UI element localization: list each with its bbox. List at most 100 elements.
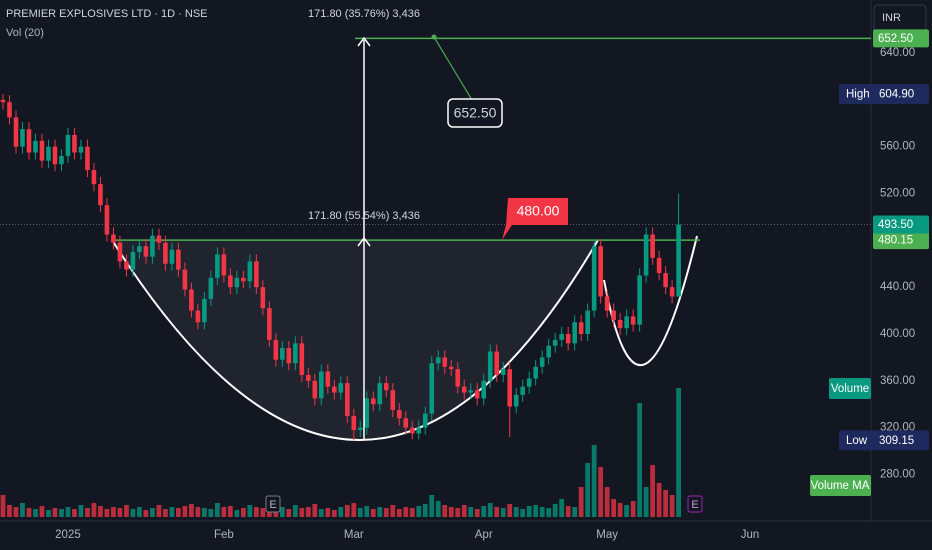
x-tick-label: Apr [475,529,493,541]
candle-body [345,383,350,416]
volume-bar [559,499,565,517]
candle-body [572,322,577,344]
candle-body [338,383,344,393]
candle-body [111,234,116,243]
candle-body [156,235,162,243]
candle-body [383,383,389,391]
candle-body [455,369,461,387]
volume-bar [448,507,454,517]
candle-body [98,184,103,206]
candle-body [468,390,474,393]
volume-bar [656,483,662,517]
candle-body [247,261,253,282]
volume-bar [124,505,129,517]
volume-bar [163,509,168,517]
y-tick-label: 440.00 [880,281,915,293]
candle-body [357,427,363,430]
volume-bar [383,508,389,517]
currency-label[interactable]: INR [882,12,901,24]
volume-bar [624,505,630,517]
candle-body [351,415,357,430]
candle-body [676,224,681,297]
arrow-head [357,36,371,47]
measure-label: 171.80 (35.76%) 3,436 [308,8,420,20]
level-label: 652.50 [878,33,913,45]
volume-bar [390,505,396,517]
candle-body [624,316,629,329]
volume-bar [422,504,428,517]
arrow-head [357,236,371,247]
volume-bar [578,487,584,517]
volume-legend-badge [829,378,871,399]
volume-bar [357,508,363,517]
x-tick-label: Feb [214,529,234,541]
candle-body [585,310,590,334]
volume-bar [117,508,123,517]
volume-bar [234,510,240,517]
volume-bar [520,509,526,517]
volume-bar [143,510,149,517]
volume-bar [416,506,422,517]
volume-bar [0,495,6,517]
volume-bar [344,505,350,517]
volume-bar [227,506,233,517]
candle-body [228,275,233,288]
volume-bar [26,508,32,517]
candle-body [370,398,376,405]
level-label-badge [873,231,929,250]
volume-bar [188,504,194,517]
volume-bar [39,506,45,517]
volume-bar [279,507,285,517]
volume-bar [617,503,623,517]
candle-body [293,343,298,364]
candle-body [182,269,188,290]
candle-body [46,146,51,161]
candle-body [494,351,500,375]
y-tick-label: 280.00 [880,468,915,480]
candle-body [409,427,415,434]
candle-body [559,333,564,340]
volume-bar [494,507,500,517]
candle-body [403,418,409,428]
volume-legend: Volume [831,383,869,395]
candle-body [267,308,272,340]
volume-bar [572,507,578,517]
candle-body [299,343,305,375]
volume-bar [240,508,246,517]
volume-ma-legend: Volume MA [811,480,870,492]
candle-body [124,261,129,270]
candle-body [481,380,487,399]
candle-body [565,333,571,344]
volume-bar [481,506,487,517]
volume-bar [338,507,344,517]
volume-bar [585,463,591,517]
volume-bar [305,507,311,517]
candle-body [254,261,259,288]
volume-bar [526,506,532,517]
candle-body [0,99,6,103]
measure-label: 171.80 (55.54%) 3,436 [308,210,420,222]
candle-body [85,146,90,171]
candle-body [221,254,227,276]
candle-body [7,102,12,118]
volume-bar [130,509,136,517]
candle-body [325,371,331,387]
candle-body [189,289,194,311]
last-price-label-badge [873,215,929,234]
earnings-marker [687,495,703,513]
candle-body [520,386,525,395]
candle-body [461,386,467,393]
volume-bar [468,507,474,517]
candle-body [280,348,285,360]
candle-body [20,129,25,147]
volume-bar [643,487,649,517]
volume-bar [442,505,448,517]
volume-bar [630,501,636,517]
candle-body [130,252,136,270]
marker-name: High [846,89,870,101]
y-tick-label: 360.00 [880,375,915,387]
candle-body [59,156,64,165]
marker-value: 604.90 [879,89,914,101]
